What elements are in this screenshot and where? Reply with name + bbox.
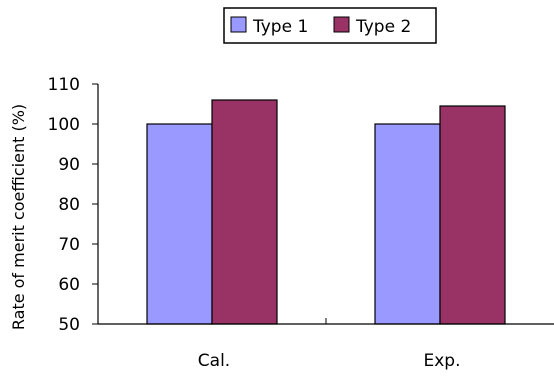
x-ticks: Cal. Exp. — [198, 351, 461, 371]
bar-type-2-exp — [440, 106, 505, 324]
y-tick-label: 50 — [58, 315, 80, 335]
y-ticks: 50 60 70 80 90 100 110 — [48, 75, 98, 335]
x-tick-label: Exp. — [424, 351, 461, 371]
legend-label-type-1: Type 1 — [252, 17, 308, 37]
legend: Type 1 Type 2 — [224, 8, 436, 43]
legend-label-type-2: Type 2 — [355, 17, 411, 37]
y-tick-label: 70 — [58, 235, 80, 255]
legend-swatch-type-1 — [231, 17, 246, 32]
y-tick-label: 110 — [48, 75, 80, 95]
y-tick-label: 90 — [58, 155, 80, 175]
bar-type-1-exp — [375, 124, 440, 324]
x-tick-label: Cal. — [198, 351, 230, 371]
y-axis-label: Rate of merit coefficient (%) — [9, 104, 28, 330]
legend-swatch-type-2 — [334, 17, 349, 32]
bar-type-2-cal — [212, 100, 277, 324]
y-tick-label: 100 — [48, 115, 80, 135]
bar-type-1-cal — [147, 124, 212, 324]
y-tick-label: 80 — [58, 195, 80, 215]
bars — [147, 100, 505, 324]
y-tick-label: 60 — [58, 275, 80, 295]
